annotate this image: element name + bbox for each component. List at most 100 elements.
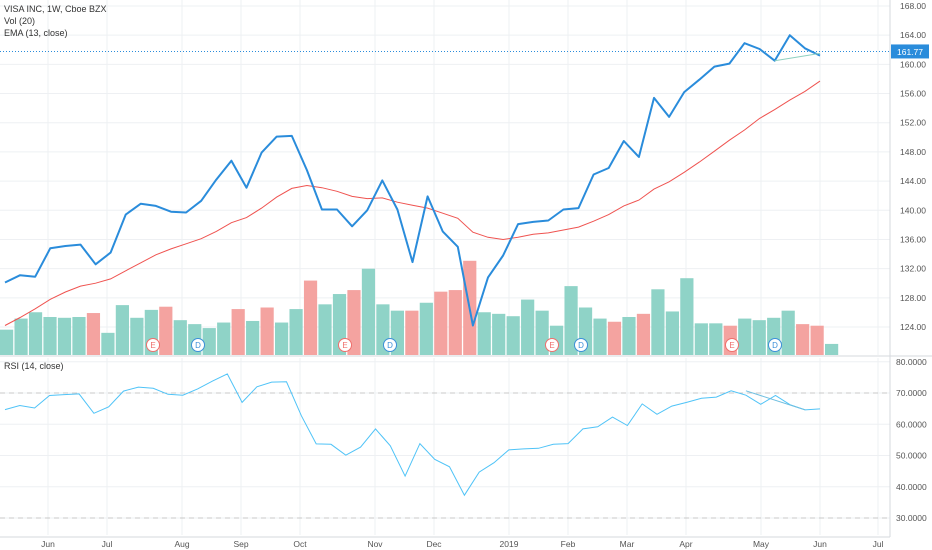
x-tick-label: Jul bbox=[873, 539, 884, 549]
earnings-marker[interactable] bbox=[338, 338, 352, 352]
volume-bars bbox=[0, 260, 839, 355]
volume-bar bbox=[694, 323, 708, 355]
x-tick-label: May bbox=[753, 539, 770, 549]
volume-bar bbox=[405, 310, 419, 355]
volume-bar bbox=[202, 328, 216, 355]
volume-bar bbox=[28, 312, 43, 355]
ema-legend[interactable]: EMA (13, close) bbox=[4, 28, 68, 38]
volume-bar bbox=[810, 325, 824, 355]
volume-bar bbox=[622, 317, 636, 355]
symbol-title[interactable]: VISA INC, 1W, Cboe BZX bbox=[4, 4, 107, 14]
rsi-tick-label: 30.0000 bbox=[896, 513, 927, 523]
dividend-marker[interactable] bbox=[768, 338, 782, 352]
rsi-tick-label: 40.0000 bbox=[896, 482, 927, 492]
price-tick-label: 128.00 bbox=[900, 293, 926, 303]
x-axis: Jun Jul Aug Sep Oct Nov Dec 2019 Feb Mar Apr May Jun… bbox=[41, 539, 883, 549]
dividend-marker[interactable] bbox=[383, 338, 397, 352]
volume-bar bbox=[607, 321, 622, 355]
volume-bar bbox=[781, 310, 795, 355]
event-marker-label: D bbox=[195, 341, 201, 350]
volume-bar bbox=[434, 291, 448, 355]
volume-bar bbox=[318, 304, 332, 355]
volume-bar bbox=[448, 290, 462, 355]
volume-bar bbox=[101, 332, 115, 355]
event-marker-label: D bbox=[772, 341, 778, 350]
price-tick-label: 132.00 bbox=[900, 264, 926, 274]
x-tick-label: Jun bbox=[813, 539, 827, 549]
price-tick-label: 168.00 bbox=[900, 1, 926, 11]
axes: 124.00 128.00 132.00 136.00 140.00 144.00 148.… bbox=[0, 0, 932, 538]
price-tick-label: 136.00 bbox=[900, 234, 926, 244]
price-tick-label: 144.00 bbox=[900, 176, 926, 186]
volume-bar bbox=[115, 305, 129, 355]
event-marker-label: D bbox=[578, 341, 584, 350]
x-tick-label: Oct bbox=[293, 539, 307, 549]
event-marker-label: E bbox=[150, 341, 155, 350]
rsi-tick-label: 70.0000 bbox=[896, 388, 927, 398]
price-tick-label: 164.00 bbox=[900, 30, 926, 40]
rsi-pane bbox=[4, 373, 821, 497]
dividend-marker[interactable] bbox=[574, 338, 588, 352]
volume-bar bbox=[260, 307, 274, 355]
volume-bar bbox=[680, 278, 694, 355]
price-tick-label: 152.00 bbox=[900, 118, 926, 128]
rsi-legend: RSI (14, close) bbox=[4, 360, 64, 372]
event-marker-label: E bbox=[342, 341, 347, 350]
price-tick-label: 160.00 bbox=[900, 59, 926, 69]
price-path bbox=[4, 34, 821, 327]
x-tick-label: Sep bbox=[233, 539, 248, 549]
volume-bar bbox=[217, 322, 231, 355]
last-price-badge bbox=[891, 44, 929, 59]
x-tick-label: Jul bbox=[102, 539, 113, 549]
x-tick-label: Jun bbox=[41, 539, 55, 549]
volume-bar bbox=[564, 286, 578, 355]
earnings-marker[interactable] bbox=[545, 338, 559, 352]
volume-bar bbox=[275, 322, 289, 355]
x-tick-label: Dec bbox=[426, 539, 442, 549]
price-tick-label: 124.00 bbox=[900, 322, 926, 332]
volume-bar bbox=[173, 320, 187, 355]
price-legend: VISA INC, 1W, Cboe BZX Vol (20) EMA (13,… bbox=[4, 3, 107, 39]
x-tick-label: Mar bbox=[620, 539, 635, 549]
event-marker-label: E bbox=[729, 341, 734, 350]
volume-bar bbox=[593, 318, 607, 355]
volume-bar bbox=[636, 313, 651, 355]
volume-bar bbox=[492, 313, 506, 355]
x-tick-label: Feb bbox=[561, 539, 576, 549]
volume-bar bbox=[57, 317, 72, 355]
volume-bar bbox=[825, 343, 839, 355]
rsi-path bbox=[4, 373, 821, 497]
earnings-marker[interactable] bbox=[725, 338, 739, 352]
rsi-tick-label: 80.0000 bbox=[896, 357, 927, 367]
event-marker-label: D bbox=[387, 341, 393, 350]
volume-bar bbox=[651, 289, 665, 355]
volume-bar bbox=[159, 306, 173, 355]
volume-bar bbox=[361, 268, 376, 355]
trend-line bbox=[774, 52, 821, 62]
earnings-marker[interactable] bbox=[146, 338, 160, 352]
volume-bar bbox=[752, 320, 766, 355]
volume-bar bbox=[246, 320, 260, 355]
price-line bbox=[4, 34, 821, 327]
x-tick-label: 2019 bbox=[500, 539, 519, 549]
volume-legend[interactable]: Vol (20) bbox=[4, 16, 36, 26]
volume-bar bbox=[72, 317, 86, 355]
volume-bar bbox=[130, 317, 144, 355]
volume-bar bbox=[347, 290, 361, 355]
rsi-title[interactable]: RSI (14, close) bbox=[4, 361, 64, 371]
volume-bar bbox=[477, 312, 491, 355]
event-marker-label: E bbox=[549, 341, 554, 350]
last-price-label: 161.77 bbox=[897, 47, 923, 57]
dividend-marker[interactable] bbox=[191, 338, 205, 352]
x-tick-label: Apr bbox=[679, 539, 692, 549]
volume-bar bbox=[738, 318, 752, 355]
volume-bar bbox=[43, 317, 57, 355]
volume-bar bbox=[419, 302, 433, 355]
volume-bar bbox=[303, 280, 318, 355]
last-price-marker: 161.77 bbox=[0, 44, 929, 59]
price-tick-label: 156.00 bbox=[900, 89, 926, 99]
volume-bar bbox=[796, 324, 810, 355]
price-tick-label: 140.00 bbox=[900, 205, 926, 215]
